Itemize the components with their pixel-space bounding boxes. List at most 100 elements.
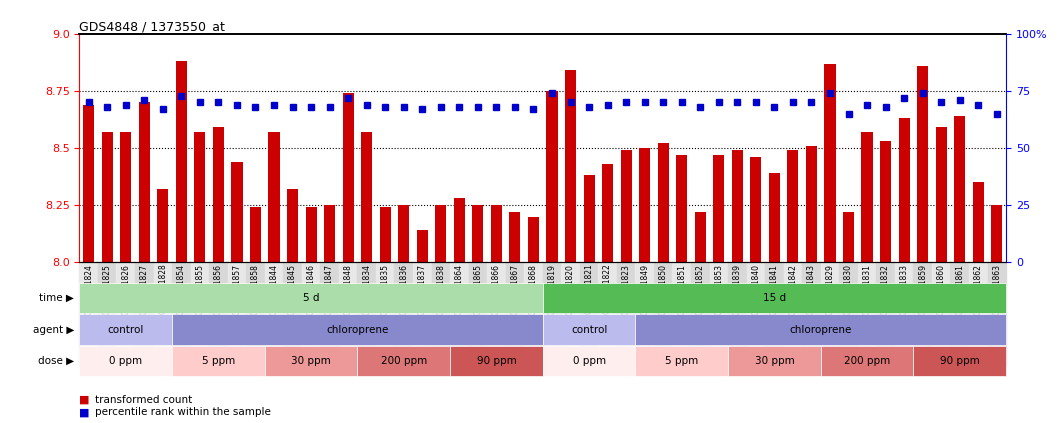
- Bar: [450, 262, 468, 365]
- Bar: [154, 262, 172, 365]
- Bar: [269, 132, 280, 262]
- Bar: [134, 262, 154, 365]
- Text: percentile rank within the sample: percentile rank within the sample: [95, 407, 271, 418]
- Bar: [83, 104, 94, 262]
- Bar: [621, 150, 631, 262]
- Bar: [895, 262, 913, 365]
- Bar: [821, 262, 839, 365]
- Bar: [379, 207, 391, 262]
- Bar: [376, 262, 394, 365]
- Bar: [176, 61, 186, 262]
- Bar: [987, 262, 1006, 365]
- Bar: [580, 262, 598, 365]
- Bar: [602, 164, 613, 262]
- Bar: [784, 262, 803, 365]
- Bar: [506, 262, 524, 365]
- Bar: [172, 262, 191, 365]
- Bar: [803, 262, 821, 365]
- Bar: [509, 212, 520, 262]
- Text: 0 ppm: 0 ppm: [573, 356, 606, 366]
- Bar: [358, 262, 376, 365]
- Text: ■: ■: [79, 395, 90, 405]
- Text: 200 ppm: 200 ppm: [844, 356, 891, 366]
- Bar: [284, 262, 302, 365]
- Text: 15 d: 15 d: [762, 293, 786, 303]
- Bar: [788, 150, 798, 262]
- Bar: [139, 102, 150, 262]
- Bar: [991, 205, 1002, 262]
- Bar: [524, 262, 542, 365]
- Bar: [542, 262, 561, 365]
- Bar: [913, 262, 932, 365]
- Bar: [584, 176, 595, 262]
- Bar: [695, 212, 705, 262]
- Bar: [635, 262, 654, 365]
- Text: control: control: [571, 324, 607, 335]
- Bar: [361, 132, 372, 262]
- Bar: [880, 141, 892, 262]
- Bar: [732, 150, 743, 262]
- Bar: [806, 146, 818, 262]
- Bar: [394, 262, 413, 365]
- Bar: [728, 262, 747, 365]
- Bar: [417, 230, 428, 262]
- Bar: [690, 262, 710, 365]
- Bar: [120, 132, 131, 262]
- Bar: [566, 70, 576, 262]
- Text: 0 ppm: 0 ppm: [109, 356, 142, 366]
- Text: 30 ppm: 30 ppm: [754, 356, 794, 366]
- Text: 90 ppm: 90 ppm: [477, 356, 517, 366]
- Text: 5 d: 5 d: [303, 293, 320, 303]
- Text: dose ▶: dose ▶: [38, 356, 74, 366]
- Bar: [339, 262, 358, 365]
- Bar: [287, 189, 299, 262]
- Bar: [598, 262, 616, 365]
- Bar: [453, 198, 465, 262]
- Bar: [714, 155, 724, 262]
- Bar: [969, 262, 987, 365]
- Bar: [765, 262, 784, 365]
- Bar: [876, 262, 895, 365]
- Bar: [435, 205, 446, 262]
- Bar: [672, 262, 690, 365]
- Bar: [116, 262, 134, 365]
- Bar: [898, 118, 910, 262]
- Bar: [825, 63, 836, 262]
- Bar: [195, 132, 205, 262]
- Text: GDS4848 / 1373550_at: GDS4848 / 1373550_at: [79, 20, 226, 33]
- Bar: [250, 207, 261, 262]
- Bar: [246, 262, 265, 365]
- Bar: [658, 143, 669, 262]
- Text: 5 ppm: 5 ppm: [665, 356, 698, 366]
- Text: 5 ppm: 5 ppm: [202, 356, 235, 366]
- Text: control: control: [108, 324, 144, 335]
- Bar: [546, 91, 557, 262]
- Bar: [750, 157, 761, 262]
- Bar: [769, 173, 779, 262]
- Bar: [954, 116, 966, 262]
- Bar: [973, 182, 984, 262]
- Text: ■: ■: [79, 407, 90, 418]
- Bar: [102, 132, 112, 262]
- Bar: [265, 262, 284, 365]
- Text: time ▶: time ▶: [39, 293, 74, 303]
- Bar: [191, 262, 210, 365]
- Bar: [676, 155, 687, 262]
- Bar: [616, 262, 635, 365]
- Bar: [231, 162, 243, 262]
- Bar: [324, 205, 335, 262]
- Bar: [468, 262, 487, 365]
- Bar: [843, 212, 854, 262]
- Bar: [917, 66, 928, 262]
- Bar: [491, 205, 502, 262]
- Bar: [413, 262, 432, 365]
- Bar: [858, 262, 877, 365]
- Bar: [653, 262, 672, 365]
- Text: chloroprene: chloroprene: [326, 324, 389, 335]
- Bar: [209, 262, 228, 365]
- Bar: [561, 262, 580, 365]
- Bar: [213, 127, 225, 262]
- Bar: [932, 262, 951, 365]
- Bar: [305, 207, 317, 262]
- Bar: [936, 127, 947, 262]
